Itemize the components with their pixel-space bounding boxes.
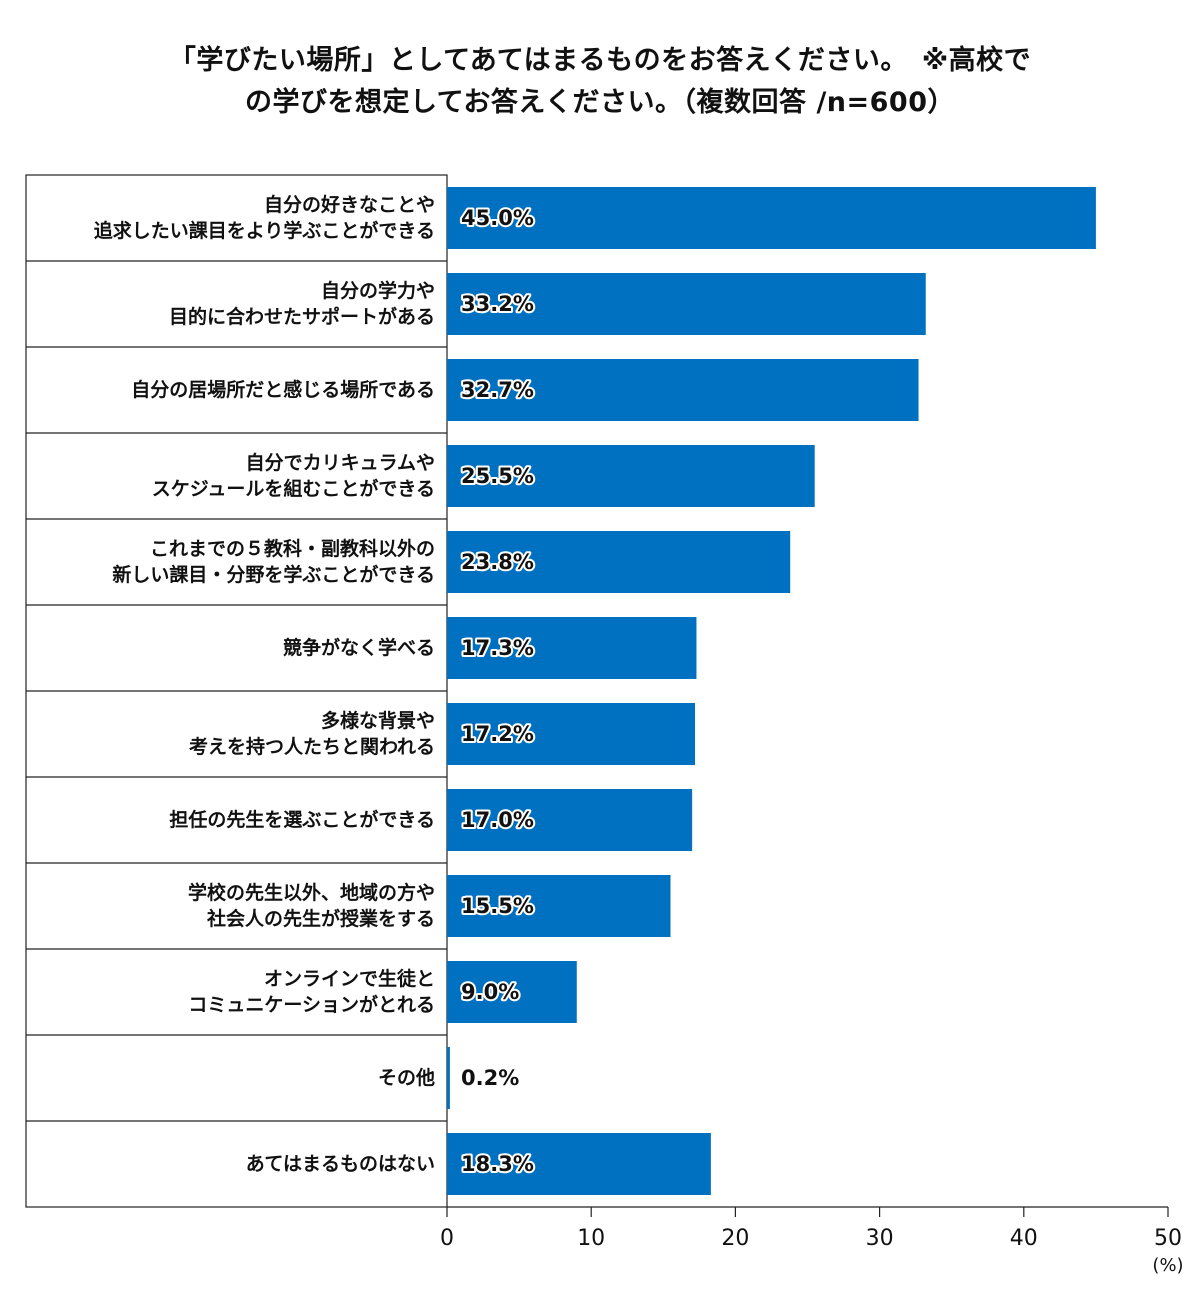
- bar-8: [447, 789, 693, 851]
- x-tick-label: 50: [1154, 1226, 1182, 1251]
- bar-9: [447, 875, 671, 937]
- value-label-8: 17.0%: [461, 808, 534, 832]
- category-label-6: 競争がなく学べる: [283, 636, 435, 659]
- value-label-2: 33.2%: [461, 292, 534, 316]
- chart-title-line-2: の学びを想定してお答えください。（複数回答 /n=600）: [244, 87, 956, 118]
- value-label-4: 25.5%: [461, 464, 534, 488]
- bar-1: [447, 187, 1096, 249]
- category-label-8: 担任の先生を選ぶことができる: [169, 808, 435, 831]
- chart-title-line-1: 「学びたい場所」としてあてはまるものをお答えください。 ※高校で: [168, 45, 1032, 76]
- category-label-7: 多様な背景や考えを持つ人たちと関われる: [189, 709, 435, 758]
- value-label-6: 17.3%: [461, 636, 534, 660]
- value-label-11: 0.2%: [461, 1066, 519, 1090]
- bar-10: [447, 961, 577, 1023]
- category-label-1: 自分の好きなことや追求したい課目をより学ぶことができる: [94, 193, 435, 242]
- bar-5: [447, 531, 791, 593]
- value-label-7: 17.2%: [461, 722, 534, 746]
- bar-2: [447, 273, 926, 335]
- chart-title: 「学びたい場所」としてあてはまるものをお答えください。 ※高校で の学びを想定し…: [40, 40, 1160, 124]
- x-tick-label: 10: [577, 1226, 605, 1251]
- bar-4: [447, 445, 815, 507]
- value-label-1: 45.0%: [461, 206, 534, 230]
- value-label-5: 23.8%: [461, 550, 534, 574]
- bar-11: [447, 1047, 450, 1109]
- x-tick-label: 40: [1010, 1226, 1038, 1251]
- bar-12: [447, 1133, 711, 1195]
- value-label-12: 18.3%: [461, 1152, 534, 1176]
- bar-3: [447, 359, 919, 421]
- value-label-9: 15.5%: [461, 894, 534, 918]
- x-axis-unit: (%): [1152, 1255, 1183, 1276]
- bar-6: [447, 617, 697, 679]
- category-label-9: 学校の先生以外、地域の方や社会人の先生が授業をする: [188, 881, 435, 930]
- category-label-12: あてはまるものはない: [246, 1153, 435, 1175]
- category-label-5: これまでの５教科・副教科以外の新しい課目・分野を学ぶことができる: [112, 537, 435, 586]
- x-tick-label: 30: [866, 1226, 894, 1251]
- category-label-4: 自分でカリキュラムやスケジュールを組むことができる: [152, 451, 435, 500]
- category-label-11: その他: [378, 1066, 435, 1089]
- x-tick-label: 20: [721, 1226, 749, 1251]
- x-tick-label: 0: [440, 1226, 454, 1251]
- category-label-10: オンラインで生徒とコミュニケーションがとれる: [188, 967, 435, 1016]
- category-label-3: 自分の居場所だと感じる場所である: [131, 378, 435, 401]
- bar-7: [447, 703, 696, 765]
- value-label-10: 9.0%: [461, 980, 519, 1004]
- category-label-2: 自分の学力や目的に合わせたサポートがある: [169, 279, 435, 328]
- value-label-3: 32.7%: [461, 378, 534, 402]
